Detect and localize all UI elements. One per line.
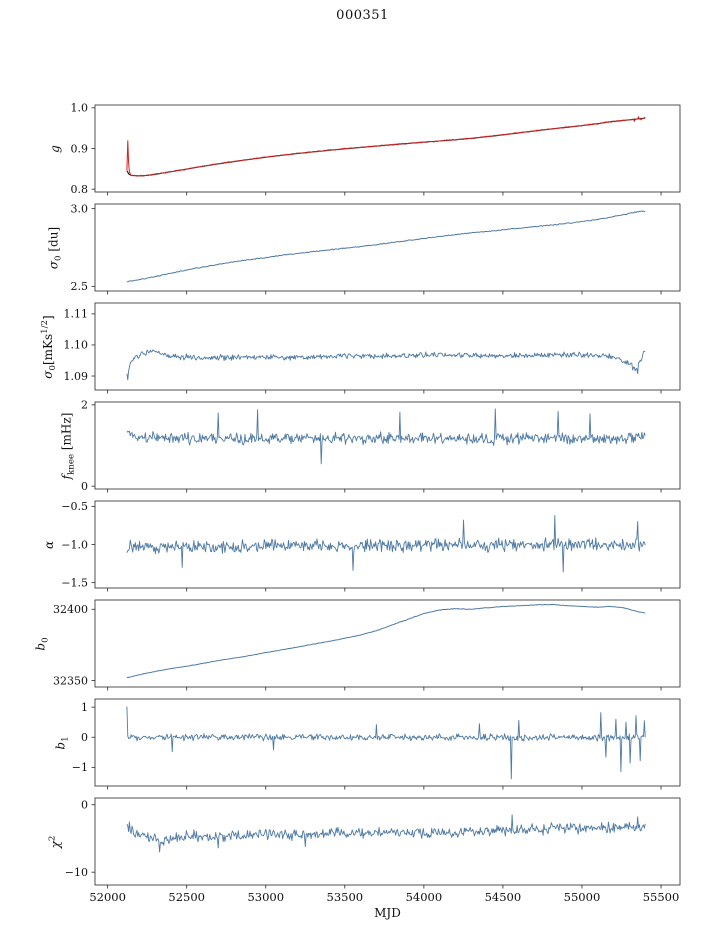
y-tick-label: 1 [81,701,88,714]
y-tick-label: −1.0 [61,538,88,551]
series-alpha [126,515,646,573]
axes-box [94,698,681,787]
axes-box [94,302,681,391]
y-tick-label: 0 [81,480,88,493]
y-tick-label: 1.09 [64,370,89,383]
y-tick-label: 32400 [53,603,88,616]
panel-chi2: −10 0 52000 52500 53000 53500 54000 54500 55000 5… [65,797,681,904]
x-tick-label: 53500 [327,890,364,904]
y-tick-label: 1.10 [64,339,89,352]
y-axis-label-b1: b1 [53,735,71,750]
y-axis-label-alpha: α [41,540,56,549]
y-axis-label-sigma0-du: σ0 [du] [46,226,64,269]
series-b0 [126,603,646,679]
x-tick-label: 54500 [485,890,522,904]
x-tick-label: 52000 [89,890,126,904]
y-axis-label-chi2: χ2 [47,835,63,848]
x-tick-label: 54000 [406,890,443,904]
panel-g: 0.8 0.9 1.0 [71,102,681,196]
panel-b0: 32350 32400 [53,599,681,691]
series-sigma0-du [126,210,646,283]
panel-fknee: 02 [81,399,681,493]
y-tick-label: 2.5 [71,280,89,293]
y-axis-label-sigma0-mks: σ0[mKs1/2] [39,314,58,379]
y-axis-label-b0: b0 [33,636,51,651]
y-tick-label: 32350 [53,674,88,687]
y-axis-label-fknee: fknee [mHz] [59,412,78,479]
panel-alpha: −1.5 −1.0 −0.5 [61,500,681,592]
figure-title: 000351 [336,8,389,23]
x-tick-label: 53000 [247,890,284,904]
series-fknee [126,408,646,465]
series-sigma0-mks [126,349,646,381]
y-tick-label: 0.8 [71,183,89,196]
axes-box [94,599,681,688]
x-tick-label: 52500 [168,890,205,904]
panel-b1: −1 0 1 [72,698,681,790]
y-tick-label: 1.11 [64,308,89,321]
series-g-fit [126,117,646,177]
y-tick-label: −1 [72,761,88,774]
y-tick-label: 1.0 [71,102,89,115]
series-g-data [126,116,646,177]
panel-sigma0-mks: 1.09 1.10 1.11 [64,302,681,394]
y-tick-label: 0 [81,799,88,812]
series-b1 [126,706,646,780]
x-tick-label: 55500 [643,890,680,904]
axes-box [94,401,681,490]
y-tick-label: −10 [65,866,88,879]
y-tick-label: 0.9 [71,142,89,155]
x-axis-label: MJD [374,906,401,920]
y-axis-label-g: g [48,144,63,153]
y-tick-label: −1.5 [61,576,88,589]
axes-box [94,797,681,886]
series-chi2 [126,814,646,853]
y-tick-label: 3.0 [71,202,89,215]
panel-sigma0-du: 2.5 3.0 [71,202,681,295]
y-tick-label: 0 [81,731,88,744]
y-tick-label: −0.5 [61,500,88,513]
axes-box [94,104,681,193]
x-tick-label: 55000 [564,890,601,904]
axes-box [94,203,681,292]
y-tick-label: 2 [81,399,88,412]
